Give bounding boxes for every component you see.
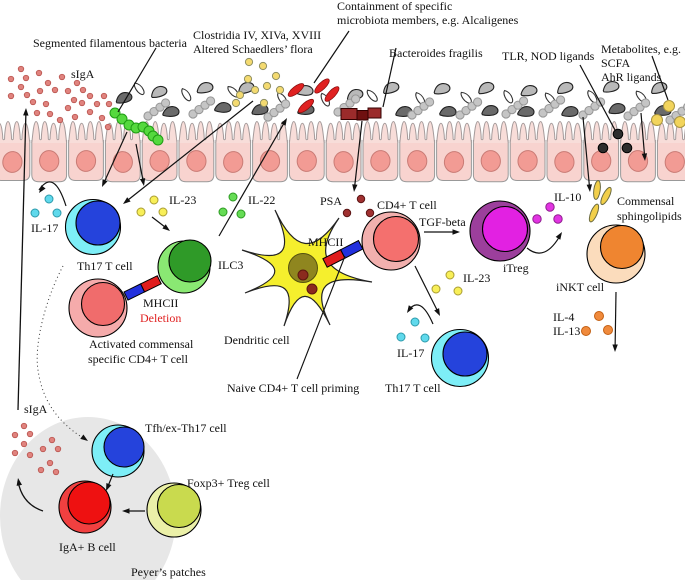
svg-text:iNKT cell: iNKT cell bbox=[556, 280, 605, 294]
svg-text:MHCII: MHCII bbox=[308, 235, 343, 249]
svg-text:Containment of specific: Containment of specific bbox=[337, 0, 452, 13]
svg-text:IL-4: IL-4 bbox=[553, 310, 574, 324]
svg-text:IL-17: IL-17 bbox=[31, 221, 58, 235]
svg-text:PSA: PSA bbox=[320, 194, 342, 208]
svg-text:AhR ligands: AhR ligands bbox=[601, 70, 662, 84]
svg-text:CD4+ T cell: CD4+ T cell bbox=[377, 198, 437, 212]
svg-text:Naive CD4+ T cell priming: Naive CD4+ T cell priming bbox=[227, 381, 359, 395]
svg-text:IL-17: IL-17 bbox=[397, 346, 424, 360]
svg-text:TLR, NOD ligands: TLR, NOD ligands bbox=[502, 49, 595, 63]
svg-text:Segmented filamentous bacteria: Segmented filamentous bacteria bbox=[33, 36, 188, 50]
svg-text:Clostridia IV, XIVa, XVIII: Clostridia IV, XIVa, XVIII bbox=[193, 28, 321, 42]
svg-text:Tfh/ex-Th17 cell: Tfh/ex-Th17 cell bbox=[145, 421, 227, 435]
svg-text:sIgA: sIgA bbox=[24, 402, 48, 416]
svg-text:Th17 T cell: Th17 T cell bbox=[385, 381, 441, 395]
svg-text:Bacteroides fragilis: Bacteroides fragilis bbox=[389, 46, 483, 60]
svg-text:microbiota members, e.g. Alcal: microbiota members, e.g. Alcaligenes bbox=[337, 13, 519, 27]
svg-text:Activated commensal: Activated commensal bbox=[89, 337, 194, 351]
svg-text:Altered Schaedlers’ flora: Altered Schaedlers’ flora bbox=[193, 42, 313, 56]
svg-text:SCFA: SCFA bbox=[601, 56, 630, 70]
svg-text:IL-13: IL-13 bbox=[553, 324, 580, 338]
svg-text:Deletion: Deletion bbox=[140, 311, 181, 325]
svg-text:sphingolipids: sphingolipids bbox=[617, 209, 682, 223]
svg-text:IL-23: IL-23 bbox=[463, 271, 490, 285]
svg-text:Foxp3+ Treg cell: Foxp3+ Treg cell bbox=[187, 476, 270, 490]
svg-text:Peyer’s patches: Peyer’s patches bbox=[131, 565, 206, 579]
svg-text:Commensal: Commensal bbox=[617, 194, 675, 208]
svg-text:specific CD4+ T cell: specific CD4+ T cell bbox=[88, 352, 189, 366]
svg-text:ILC3: ILC3 bbox=[218, 258, 243, 272]
svg-text:Th17 T cell: Th17 T cell bbox=[77, 259, 133, 273]
svg-text:IL-23: IL-23 bbox=[169, 193, 196, 207]
svg-text:Metabolites, e.g.: Metabolites, e.g. bbox=[601, 42, 681, 56]
svg-text:TGF-beta: TGF-beta bbox=[419, 215, 466, 229]
svg-text:IL-10: IL-10 bbox=[554, 190, 581, 204]
svg-text:Dendritic cell: Dendritic cell bbox=[224, 333, 290, 347]
svg-text:IL-22: IL-22 bbox=[248, 193, 275, 207]
svg-text:iTreg: iTreg bbox=[503, 261, 529, 275]
svg-text:sIgA: sIgA bbox=[71, 67, 95, 81]
svg-text:IgA+ B cell: IgA+ B cell bbox=[59, 540, 116, 554]
svg-text:MHCII: MHCII bbox=[143, 296, 178, 310]
